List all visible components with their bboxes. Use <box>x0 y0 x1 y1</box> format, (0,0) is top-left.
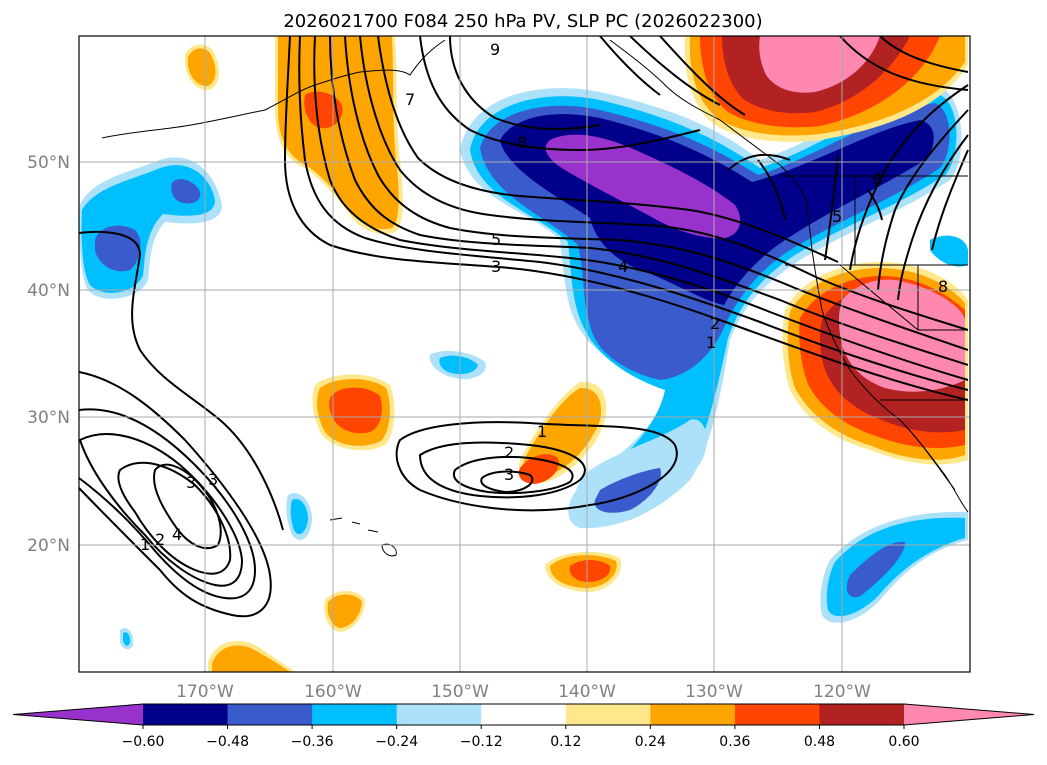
contour-line <box>931 149 969 251</box>
colorbar-segment <box>227 704 313 725</box>
colorbar-segment <box>481 704 567 725</box>
contour-line <box>79 230 284 531</box>
map-area: 1 2 4 3 3 1 2 3 3 4 5 7 8 9 1 2 5 6 8 <box>79 36 970 672</box>
contour-label: 5 <box>832 207 842 226</box>
colorbar-extend-low <box>13 704 143 725</box>
contour-line <box>824 154 839 261</box>
colorbar-tick-label: 0.48 <box>804 734 835 750</box>
contour-label: 2 <box>504 443 514 462</box>
contour-label: 8 <box>938 277 948 296</box>
coastlines <box>101 39 969 557</box>
contour-line <box>395 421 678 512</box>
contour-line <box>79 371 272 618</box>
contour-line <box>359 36 969 331</box>
hawaii-island <box>351 521 361 525</box>
coastline-alaska <box>101 39 446 139</box>
lat-label: 30°N <box>27 408 70 428</box>
contour-label: 4 <box>172 525 182 544</box>
colorbar-tick-label: −0.48 <box>206 734 249 750</box>
contour-line <box>418 441 586 499</box>
contour-line <box>117 461 232 575</box>
colorbar-tick-label: −0.12 <box>460 734 503 750</box>
colorbar-tick-label: −0.24 <box>375 734 418 750</box>
colorbar-segment <box>396 704 482 725</box>
lon-label: 130°W <box>685 682 743 702</box>
contour-line <box>449 36 601 131</box>
colorbar-segment <box>650 704 736 725</box>
hawaii-island <box>329 517 343 521</box>
longitude-labels: 170°W 160°W 150°W 140°W 130°W 120°W <box>176 682 871 702</box>
contour-label: 9 <box>490 40 500 59</box>
contour-line <box>79 408 257 600</box>
contour-line <box>879 36 969 73</box>
state-border <box>839 264 919 331</box>
contour-line <box>480 470 534 494</box>
contour-label: 2 <box>710 314 720 333</box>
contour-line <box>283 36 969 401</box>
latitude-labels: 50°N 40°N 30°N 20°N <box>27 153 70 556</box>
contour-line <box>329 36 969 366</box>
plot-title: 2026021700 F084 250 hPa PV, SLP PC (2026… <box>283 11 762 32</box>
contour-label: 8 <box>517 133 527 152</box>
lon-label: 150°W <box>431 682 489 702</box>
colorbar-segment <box>312 704 398 725</box>
lat-label: 50°N <box>27 153 70 173</box>
contour-line <box>452 455 574 495</box>
contour-line <box>867 189 883 221</box>
coastline-bc <box>609 39 807 201</box>
lon-label: 170°W <box>176 682 234 702</box>
contour-line <box>79 433 244 587</box>
colorbar-tick-label: 0.12 <box>550 734 581 750</box>
contour-label: 6 <box>872 170 882 189</box>
contour-label: 3 <box>491 257 501 276</box>
contour-line <box>727 153 791 171</box>
contour-line <box>839 36 969 91</box>
contour-label: 2 <box>155 530 165 549</box>
colorbar-segment <box>734 704 820 725</box>
colorbar-segment <box>143 704 229 725</box>
colorbar-tick-label: −0.36 <box>291 734 334 750</box>
contour-line <box>313 36 969 381</box>
lon-label: 160°W <box>304 682 362 702</box>
colorbar-tick-label: 0.36 <box>719 734 750 750</box>
colorbar-tick-label: 0.60 <box>888 734 919 750</box>
contour-label: 1 <box>706 333 716 352</box>
colorbar-segment <box>565 704 651 725</box>
contour-label: 7 <box>405 90 415 109</box>
contour-line <box>298 36 969 391</box>
colorbar-tick-label: 0.24 <box>635 734 666 750</box>
contour-line <box>849 84 969 271</box>
map-frame <box>78 35 971 673</box>
gridlines <box>79 36 970 672</box>
colorbar: −0.60 −0.48 −0.36 −0.24 −0.12 0.12 0.24 0.36 0.4… <box>12 703 1035 750</box>
coastline-baja <box>899 419 956 491</box>
lat-label: 20°N <box>27 536 70 556</box>
colorbar-extend-high <box>904 704 1034 725</box>
hawaii-island <box>367 529 379 533</box>
contour-label: 3 <box>208 470 218 489</box>
contour-line <box>599 36 661 96</box>
contour-line <box>757 159 786 221</box>
contour-label: 1 <box>537 422 547 441</box>
contour-line <box>377 36 839 263</box>
contour-line <box>629 36 721 106</box>
colorbar-tick-label: −0.60 <box>122 734 165 750</box>
contour-label: 3 <box>504 465 514 484</box>
contour-label: 5 <box>491 230 501 249</box>
pv-neg-purple <box>545 134 741 239</box>
contour-line <box>419 36 701 152</box>
contour-label: 4 <box>618 257 628 276</box>
coastline-west-us <box>805 199 969 513</box>
contour-label: 1 <box>140 535 150 554</box>
contour-labels: 1 2 4 3 3 1 2 3 3 4 5 7 8 9 1 2 5 6 8 <box>140 40 948 554</box>
colorbar-segment <box>819 704 905 725</box>
contour-label: 3 <box>186 473 196 492</box>
lon-label: 140°W <box>558 682 616 702</box>
contour-line <box>659 36 746 116</box>
contour-line <box>897 134 969 301</box>
lon-label: 120°W <box>813 682 871 702</box>
lat-label: 40°N <box>27 281 70 301</box>
